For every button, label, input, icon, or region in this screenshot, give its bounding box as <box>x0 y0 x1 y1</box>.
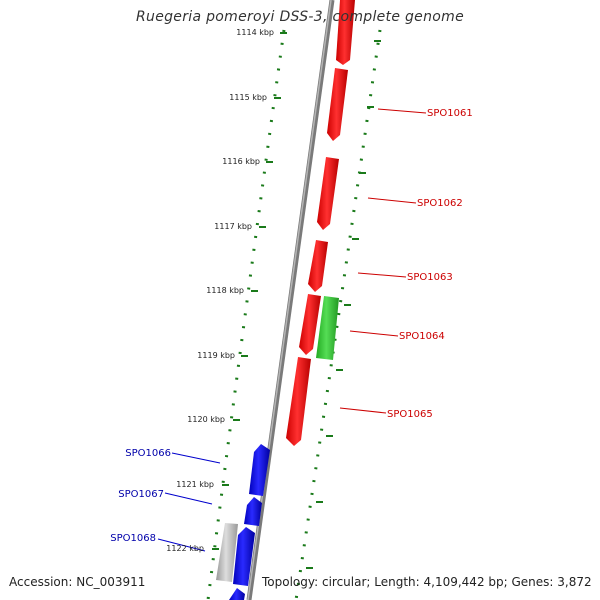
gene-label-spo1062[interactable]: SPO1062 <box>417 198 463 209</box>
scale-ticks <box>212 32 381 569</box>
accession-label: Accession: NC_003911 <box>9 575 146 589</box>
scale-label: 1116 kbp <box>222 157 260 166</box>
gene-feature-spo1065-b[interactable] <box>286 357 311 446</box>
scale-label: 1121 kbp <box>176 480 214 489</box>
genome-backbone <box>246 0 335 600</box>
gene-label-spo1068[interactable]: SPO1068 <box>110 533 156 544</box>
scale-label: 1118 kbp <box>206 286 244 295</box>
scale-label: 1119 kbp <box>197 351 235 360</box>
left-label-leaders <box>157 452 221 552</box>
scale-label: 1117 kbp <box>214 222 252 231</box>
gene-label-spo1061[interactable]: SPO1061 <box>427 108 473 119</box>
rna-gene-feature[interactable] <box>216 523 238 582</box>
gene-feature-spo1062[interactable] <box>317 157 339 230</box>
gene-feature-spo1064[interactable] <box>316 296 339 360</box>
gene-feature[interactable] <box>229 588 245 600</box>
genome-summary: Topology: circular; Length: 4,109,442 bp… <box>262 575 592 589</box>
gene-label-spo1066[interactable]: SPO1066 <box>125 448 171 459</box>
gene-feature-spo1067[interactable] <box>244 497 262 526</box>
gene-feature-spo1061[interactable] <box>327 68 348 141</box>
scale-label: 1120 kbp <box>187 415 225 424</box>
inner-tick-ring <box>206 29 286 600</box>
map-title: Ruegeria pomeroyi DSS-3, complete genome <box>136 9 464 25</box>
gene-feature-spo1065-a[interactable] <box>299 294 321 355</box>
scale-label: 1115 kbp <box>229 93 267 102</box>
gene-feature-spo1066[interactable] <box>249 444 270 496</box>
gene-feature-spo1068[interactable] <box>233 527 255 586</box>
gene-feature-spo1063[interactable] <box>308 240 328 292</box>
right-label-leaders <box>339 108 427 414</box>
gene-feature[interactable] <box>336 0 355 65</box>
gene-label-spo1063[interactable]: SPO1063 <box>407 272 453 283</box>
gene-label-spo1067[interactable]: SPO1067 <box>118 489 164 500</box>
gene-label-spo1065[interactable]: SPO1065 <box>387 409 433 420</box>
scale-label: 1122 kbp <box>166 544 204 553</box>
gene-label-spo1064[interactable]: SPO1064 <box>399 331 445 342</box>
scale-label: 1114 kbp <box>236 28 274 37</box>
outer-tick-ring <box>294 29 382 600</box>
